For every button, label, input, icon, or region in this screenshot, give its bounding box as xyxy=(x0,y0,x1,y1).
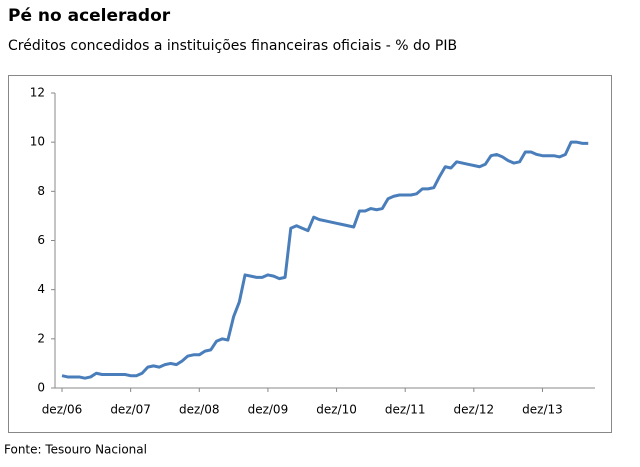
y-tick-label: 4 xyxy=(37,282,45,296)
x-tick-label: dez/11 xyxy=(385,403,426,417)
x-tick-label: dez/12 xyxy=(454,403,495,417)
x-tick-label: dez/08 xyxy=(179,403,220,417)
x-tick-label: dez/13 xyxy=(522,403,563,417)
x-tick-label: dez/06 xyxy=(42,403,83,417)
y-tick-label: 2 xyxy=(37,331,45,345)
chart-title: Pé no acelerador xyxy=(8,6,171,26)
y-tick-label: 6 xyxy=(37,233,45,247)
x-tick-label: dez/07 xyxy=(110,403,151,417)
x-tick-label: dez/10 xyxy=(316,403,357,417)
plot-frame xyxy=(8,75,612,433)
source-note: Fonte: Tesouro Nacional xyxy=(4,443,147,457)
y-tick-label: 12 xyxy=(30,86,45,100)
chart-subtitle: Créditos concedidos a instituições finan… xyxy=(8,38,457,54)
y-tick-label: 8 xyxy=(37,184,45,198)
y-tick-label: 0 xyxy=(37,381,45,395)
y-tick-label: 10 xyxy=(30,135,45,149)
x-tick-label: dez/09 xyxy=(248,403,289,417)
data-line xyxy=(61,140,589,380)
